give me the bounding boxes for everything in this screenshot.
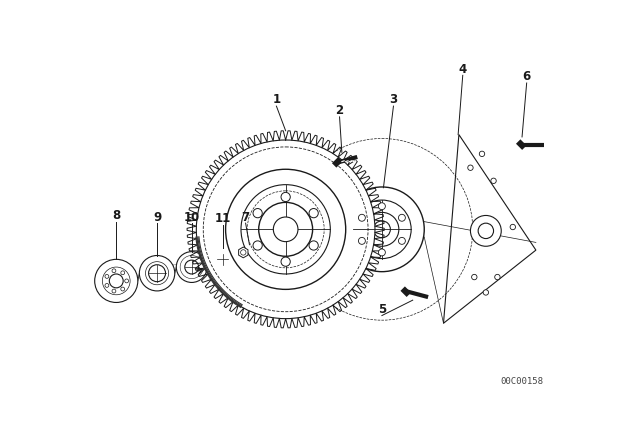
Circle shape bbox=[273, 217, 298, 241]
Circle shape bbox=[225, 169, 346, 289]
Circle shape bbox=[259, 202, 312, 256]
Circle shape bbox=[373, 221, 390, 238]
Circle shape bbox=[241, 250, 246, 255]
Circle shape bbox=[241, 185, 330, 274]
Circle shape bbox=[478, 223, 493, 238]
Circle shape bbox=[309, 208, 318, 218]
Circle shape bbox=[102, 267, 130, 295]
Circle shape bbox=[140, 255, 175, 291]
Circle shape bbox=[176, 252, 207, 282]
Circle shape bbox=[210, 247, 235, 271]
Circle shape bbox=[365, 212, 399, 246]
Circle shape bbox=[483, 290, 488, 295]
Circle shape bbox=[281, 257, 291, 266]
Circle shape bbox=[491, 178, 496, 184]
Text: 2: 2 bbox=[335, 104, 344, 117]
Circle shape bbox=[253, 208, 262, 218]
Circle shape bbox=[121, 287, 125, 291]
Circle shape bbox=[105, 275, 109, 278]
Circle shape bbox=[472, 274, 477, 280]
Text: 9: 9 bbox=[153, 211, 161, 224]
Text: 4: 4 bbox=[459, 63, 467, 76]
Circle shape bbox=[112, 289, 116, 293]
Circle shape bbox=[148, 265, 166, 282]
Circle shape bbox=[95, 259, 138, 302]
Circle shape bbox=[358, 214, 365, 221]
Circle shape bbox=[180, 255, 204, 279]
Circle shape bbox=[217, 254, 228, 265]
Text: 7: 7 bbox=[241, 211, 250, 224]
Circle shape bbox=[353, 200, 411, 258]
Circle shape bbox=[187, 131, 384, 328]
Circle shape bbox=[510, 224, 515, 230]
Text: 1: 1 bbox=[273, 94, 280, 107]
Circle shape bbox=[145, 262, 168, 285]
Text: 8: 8 bbox=[112, 209, 120, 222]
Circle shape bbox=[468, 165, 473, 170]
Circle shape bbox=[281, 192, 291, 202]
Circle shape bbox=[185, 260, 198, 274]
Circle shape bbox=[125, 279, 129, 283]
Text: 5: 5 bbox=[378, 303, 386, 316]
Circle shape bbox=[121, 271, 125, 275]
Circle shape bbox=[105, 284, 109, 287]
Circle shape bbox=[470, 215, 501, 246]
Text: 3: 3 bbox=[389, 94, 397, 107]
Text: 10: 10 bbox=[184, 211, 200, 224]
Circle shape bbox=[358, 237, 365, 244]
Circle shape bbox=[479, 151, 484, 156]
Circle shape bbox=[253, 241, 262, 250]
Circle shape bbox=[112, 269, 116, 273]
Text: 6: 6 bbox=[522, 70, 531, 83]
Circle shape bbox=[309, 241, 318, 250]
Circle shape bbox=[378, 249, 385, 256]
Circle shape bbox=[378, 203, 385, 210]
Circle shape bbox=[495, 274, 500, 280]
Polygon shape bbox=[239, 247, 248, 258]
Text: 11: 11 bbox=[214, 212, 230, 225]
Circle shape bbox=[399, 237, 405, 244]
Text: 00C00158: 00C00158 bbox=[500, 377, 543, 386]
Circle shape bbox=[196, 140, 375, 319]
Circle shape bbox=[340, 187, 424, 271]
Circle shape bbox=[399, 214, 405, 221]
Circle shape bbox=[109, 274, 123, 288]
